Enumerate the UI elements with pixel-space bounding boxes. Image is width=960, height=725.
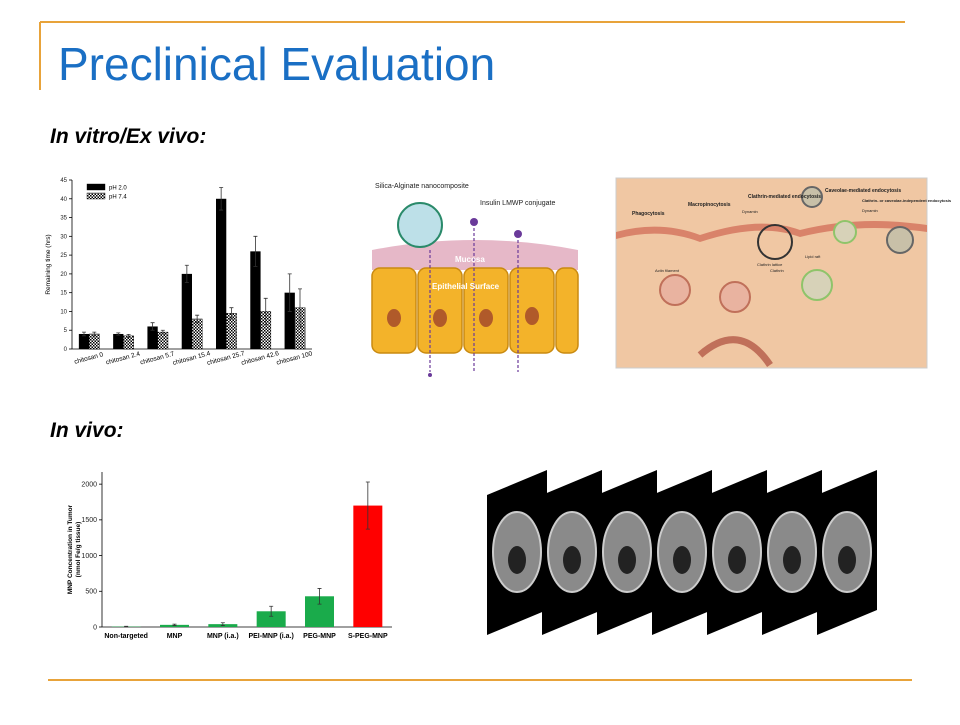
- x-tick-label: chitosan 100: [276, 350, 314, 366]
- x-tick-label: chitosan 25.7: [206, 350, 246, 367]
- legend-swatch: [87, 184, 105, 190]
- y-tick-label: 35: [60, 216, 67, 222]
- x-tick-label: Non-targeted: [104, 633, 148, 640]
- y-tick-label: 25: [60, 253, 67, 259]
- x-tick-label: S-PEG-MNP: [348, 633, 388, 640]
- bar: [123, 336, 133, 349]
- y-tick-label: 500: [85, 589, 97, 596]
- mri-slices: [487, 470, 877, 635]
- diagram-label: Clathrin lattice: [757, 262, 783, 267]
- diagram-label: Macropinocytosis: [688, 202, 731, 208]
- x-tick-label: PEI-MNP (i.a.): [248, 633, 293, 640]
- y-tick-label: 15: [60, 291, 67, 297]
- legend-swatch: [87, 193, 105, 199]
- mucosa-diagram: Silica-Alginate nanocomposite Insulin LM…: [372, 183, 578, 377]
- nanocomposite: [398, 203, 442, 247]
- bar: [113, 334, 123, 349]
- y-axis-label: MNP Concentration in Tumor: [67, 504, 74, 594]
- y-tick-label: 2000: [81, 481, 97, 488]
- y-tick-label: 10: [60, 309, 67, 315]
- x-tick-label: chitosan 42.6: [241, 350, 281, 367]
- y-tick-label: 40: [60, 197, 67, 203]
- y-axis-label: Remaining time (hrs): [45, 234, 52, 294]
- diagram-label: Silica-Alginate nanocomposite: [375, 183, 469, 190]
- endocytosis-diagram: Phagocytosis Macropinocytosis Clathrin-m…: [616, 178, 952, 368]
- section-label: In vitro/Ex vivo:: [50, 125, 206, 148]
- diagram-label: Phagocytosis: [632, 211, 665, 217]
- bar: [192, 319, 202, 349]
- y-tick-label: 20: [60, 272, 67, 278]
- mri-ventricle: [618, 546, 636, 574]
- legend-label: pH 7.4: [109, 195, 127, 201]
- section-label: In vivo:: [50, 419, 124, 442]
- diagram-label: Dynamin: [742, 209, 758, 214]
- y-tick-label: 45: [60, 178, 67, 184]
- diagram-label: Epithelial Surface: [432, 282, 500, 291]
- diagram-label: Clathrin- or caveolae-independent endocy…: [862, 198, 952, 203]
- diagram-label: Caveolae-mediated endocytosis: [825, 188, 901, 194]
- diagram-label: Insulin LMWP conjugate: [480, 200, 555, 207]
- mri-ventricle: [563, 546, 581, 574]
- mri-ventricle: [728, 546, 746, 574]
- bar: [216, 199, 226, 349]
- diagram-label: Clathrin-mediated endocytosis: [748, 194, 821, 200]
- x-tick-label: PEG-MNP: [303, 633, 336, 640]
- cells: [372, 268, 578, 353]
- diagram-label: Actin filament: [655, 268, 680, 273]
- x-tick-label: chitosan 2.4: [105, 351, 141, 367]
- y-axis-label: (nmol Fe/g tissue): [75, 522, 82, 578]
- x-tick-label: chitosan 0: [74, 351, 105, 366]
- y-tick-label: 30: [60, 234, 67, 240]
- bar: [182, 274, 192, 349]
- x-tick-label: MNP (i.a.): [207, 633, 239, 640]
- diagram-label: Dynamin: [862, 208, 878, 213]
- error-bar: [124, 626, 128, 627]
- y-tick-label: 5: [64, 328, 68, 334]
- diagram-label: Clathrin: [770, 268, 784, 273]
- diagram-bg: [616, 178, 927, 368]
- y-tick-label: 1000: [81, 553, 97, 560]
- diagram-label: Lipid raft: [805, 254, 821, 259]
- x-tick-label: chitosan 15.4: [172, 350, 212, 367]
- mri-ventricle: [673, 546, 691, 574]
- mri-ventricle: [783, 546, 801, 574]
- mri-ventricle: [838, 546, 856, 574]
- mri-ventricle: [508, 546, 526, 574]
- diagram-label: Mucosa: [455, 255, 485, 264]
- y-tick-label: 1500: [81, 517, 97, 524]
- y-tick-label: 0: [93, 624, 97, 631]
- bar: [158, 332, 168, 349]
- slide-title: Preclinical Evaluation: [58, 38, 495, 90]
- y-tick-label: 0: [64, 347, 68, 353]
- x-tick-label: MNP: [167, 633, 183, 640]
- legend-label: pH 2.0: [109, 186, 127, 192]
- x-tick-label: chitosan 5.7: [139, 351, 175, 367]
